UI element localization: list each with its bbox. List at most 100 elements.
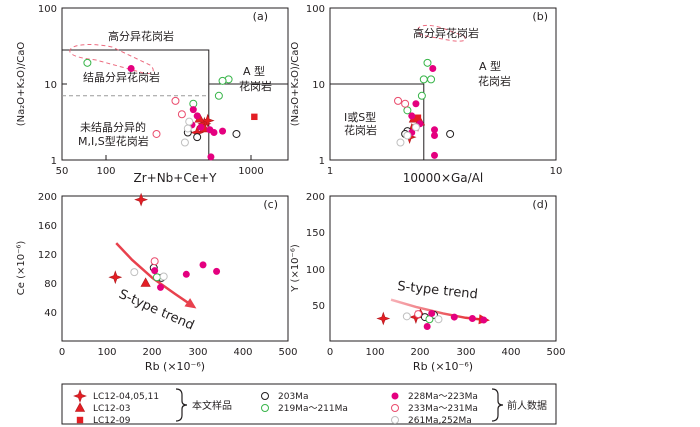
panel-b-xlabel: 10000×Ga/Al xyxy=(403,171,483,185)
panel-a-xtick-100: 100 xyxy=(96,166,115,177)
panel-b-ytick-10: 10 xyxy=(312,80,325,91)
legend-symbols xyxy=(73,389,399,424)
legend-this-study: 本文样品 xyxy=(192,399,232,412)
panel-c-point-219ma-211ma-5 xyxy=(152,273,161,282)
panel-d-xtick-0: 0 xyxy=(327,347,333,358)
legend-label-261ma: 261Ma,252Ma xyxy=(408,416,472,426)
panel-a-fractionation-envelope xyxy=(69,44,154,75)
panel-d-point-228ma-223ma-9 xyxy=(468,315,476,323)
legend-previous: 前人数据 xyxy=(507,399,547,412)
panel-a-point-261ma-252ma-27 xyxy=(183,124,192,133)
panel-b-point-219ma-211ma-11 xyxy=(419,75,428,84)
panel-d-point-261ma-252ma-13 xyxy=(434,315,443,324)
legend-symbol-228ma-223ma xyxy=(391,392,399,400)
panel-a-point-228ma-223ma-21 xyxy=(219,127,227,135)
panel-b-ylabel: (Na₂O+K₂O)/CaO xyxy=(290,42,301,127)
panel-c-trend-label: S-type trend xyxy=(116,287,196,334)
legend-symbol-203ma xyxy=(261,392,269,400)
panel-b-point-228ma-223ma-15 xyxy=(412,100,420,108)
panel-c-ytick-120: 120 xyxy=(38,250,57,261)
legend-label-lc12-03: LC12-03 xyxy=(93,404,130,414)
panel-b-point-261ma-252ma-24 xyxy=(396,138,405,147)
panel-b-ticks: 100 10 1 1 10 xyxy=(306,4,562,177)
panel-c-trend-arrowhead xyxy=(184,298,197,309)
panel-b-label-fg: 高分异花岗岩 xyxy=(413,26,479,40)
panel-d-point-228ma-223ma-6 xyxy=(423,323,431,330)
panel-a-point-203ma-7 xyxy=(193,133,202,142)
panel-b-point-219ma-211ma-12 xyxy=(417,91,426,100)
panel-a-ytick-100: 100 xyxy=(38,4,57,15)
panel-b-point-261ma-252ma-26 xyxy=(411,123,420,132)
panel-c-ticks: 200 160 120 80 40 0 100 200 300 400 500 xyxy=(38,192,298,358)
panel-a-point-219ma-211ma-12 xyxy=(214,91,223,100)
panel-c-ytick-160: 160 xyxy=(38,221,57,232)
panel-d-points xyxy=(376,308,488,330)
panel-b-label-is1: I或S型 xyxy=(344,110,376,124)
panel-a-point-228ma-223ma-14 xyxy=(127,64,135,72)
legend-symbol-219ma-211ma xyxy=(261,404,269,412)
panel-b-point-228ma-223ma-16 xyxy=(408,112,416,120)
panel-b-ytick-100: 100 xyxy=(306,4,325,15)
panel-a-ylabel: (Na₂O+K₂O)/CaO xyxy=(16,42,27,127)
panel-a-point-233ma-231ma-25 xyxy=(177,110,186,119)
panel-d-xtick-400: 400 xyxy=(501,347,520,358)
panel-d-point-lc12-04-05-11-0 xyxy=(376,311,391,326)
panel-b-point-233ma-231ma-23 xyxy=(401,99,410,108)
panel-a-point-228ma-223ma-17 xyxy=(197,123,205,131)
panel-a-label-unf1: 未结晶分异的 xyxy=(80,120,146,134)
panel-b-label-is2: 花岗岩 xyxy=(344,123,377,137)
panel-d-point-228ma-223ma-10 xyxy=(480,316,488,324)
legend-symbol-lc12-09 xyxy=(76,416,84,424)
panel-d-point-233ma-231ma-11 xyxy=(414,310,423,319)
panel-a-point-203ma-8 xyxy=(232,129,241,138)
panel-c-xtick-0: 0 xyxy=(59,347,65,358)
panel-c-point-228ma-223ma-8 xyxy=(182,270,190,278)
panel-d-xtick-100: 100 xyxy=(365,347,384,358)
panel-b-point-233ma-231ma-22 xyxy=(394,96,403,105)
panel-d-ylabel: Y (×10⁻⁶) xyxy=(290,244,301,293)
panel-b-point-lc12-09-5 xyxy=(414,114,422,121)
panel-d-point-228ma-223ma-7 xyxy=(428,309,436,317)
panel-d-label: (d) xyxy=(532,198,548,211)
panel-c-point-lc12-03-2 xyxy=(140,277,151,287)
panel-d: (d) S-type trend 200 150 100 50 0 100 20… xyxy=(290,192,566,373)
panel-c-label: (c) xyxy=(263,198,278,211)
legend-label-219ma: 219Ma～211Ma xyxy=(278,404,348,414)
panel-a-label: (a) xyxy=(253,10,268,23)
panel-c-frame xyxy=(61,195,289,342)
panel-a-xtick-1000: 1000 xyxy=(238,166,263,177)
panel-b-point-203ma-8 xyxy=(446,129,455,138)
panel-b-point-228ma-223ma-18 xyxy=(431,126,439,134)
panel-b-ytick-1: 1 xyxy=(319,156,325,167)
legend-symbol-233ma-231ma xyxy=(391,404,399,412)
panel-b-point-219ma-211ma-10 xyxy=(427,75,436,84)
panel-d-frame xyxy=(329,195,557,342)
legend-brace-this-study xyxy=(175,388,188,422)
panel-a-label-fgx: 结晶分异花岗岩 xyxy=(83,70,160,84)
legend-symbol-261ma-252ma xyxy=(391,416,399,424)
panel-b-point-219ma-211ma-13 xyxy=(403,106,412,115)
panel-a-points xyxy=(83,58,258,161)
panel-a-point-lc12-04-05-11-2 xyxy=(200,113,215,128)
panel-c-xlabel: Rb (×10⁻⁶) xyxy=(145,360,205,373)
panel-a-label-a2: 花岗岩 xyxy=(239,79,272,93)
panel-a-point-228ma-223ma-16 xyxy=(193,112,201,120)
panel-a-xtick-50: 50 xyxy=(56,166,69,177)
panel-b-point-228ma-223ma-14 xyxy=(429,64,437,72)
panel-c-xtick-400: 400 xyxy=(233,347,252,358)
panel-b-tick-marks xyxy=(329,7,557,161)
panel-b-point-219ma-211ma-9 xyxy=(423,58,432,67)
panel-c-point-228ma-223ma-7 xyxy=(157,283,165,291)
panel-a-point-233ma-231ma-24 xyxy=(152,129,161,138)
legend-frame xyxy=(61,383,557,425)
panel-c-xtick-300: 300 xyxy=(188,347,207,358)
legend-symbol-lc12-04-05-11 xyxy=(73,389,87,403)
panel-c-xtick-500: 500 xyxy=(278,347,297,358)
legend-label-lc12-04: LC12-04,05,11 xyxy=(93,392,159,402)
panel-c-ytick-40: 40 xyxy=(44,308,57,319)
legend-label-lc12-09: LC12-09 xyxy=(93,416,131,426)
panel-d-xtick-500: 500 xyxy=(546,347,565,358)
panel-d-xtick-200: 200 xyxy=(410,347,429,358)
panel-c-xtick-200: 200 xyxy=(142,347,161,358)
